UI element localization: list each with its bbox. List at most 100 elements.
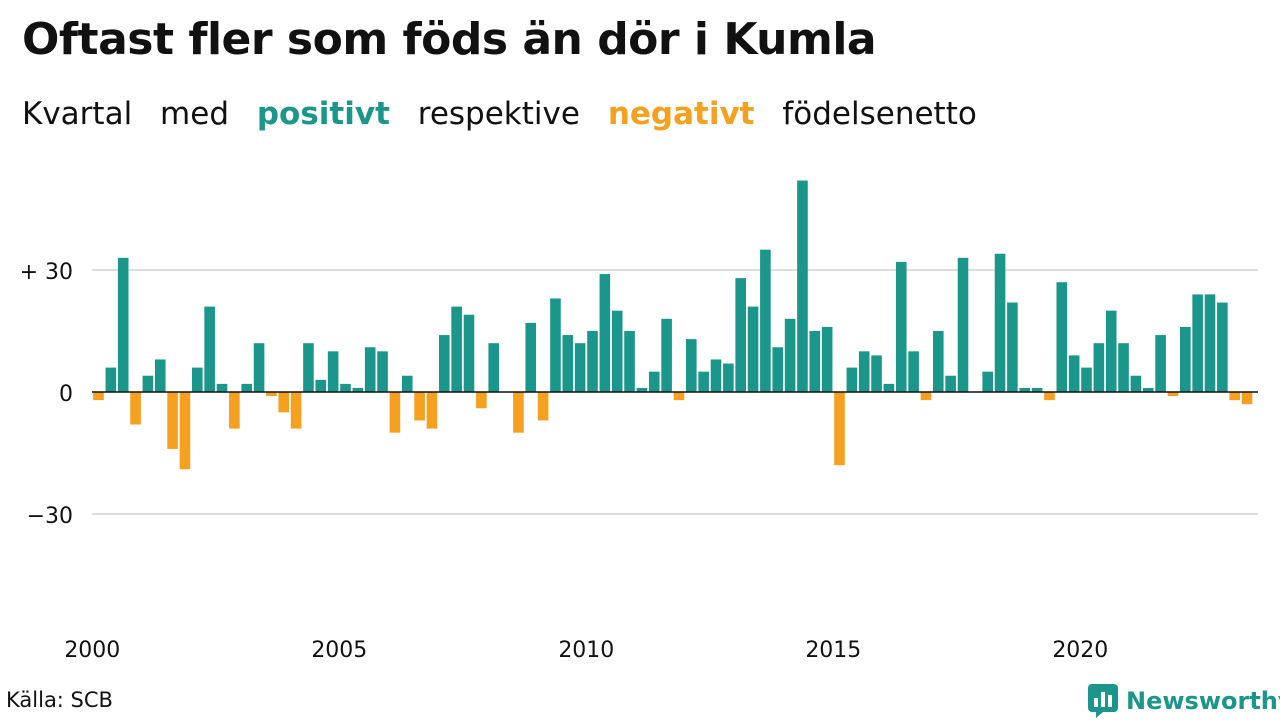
x-tick-label: 2005 <box>311 638 367 663</box>
subtitle-positive-label: positivt <box>256 96 390 132</box>
bar <box>142 375 154 392</box>
bar <box>797 180 808 392</box>
bar <box>229 392 240 429</box>
y-tick-label: −30 <box>27 504 73 529</box>
bar-chart: + 30 0 −30 2000 2005 2010 2015 2020 <box>20 180 1258 663</box>
bar <box>1105 310 1117 392</box>
bar <box>834 392 845 466</box>
bar <box>550 298 561 392</box>
brand-logo: Newsworthy <box>1088 684 1280 718</box>
bar <box>1031 387 1043 392</box>
bar <box>908 351 919 392</box>
bar <box>821 326 833 392</box>
bar <box>760 249 771 392</box>
x-tick-label: 2000 <box>64 638 120 663</box>
bar <box>105 367 117 392</box>
x-tick-label: 2020 <box>1052 638 1108 663</box>
bar <box>673 392 685 401</box>
bar <box>204 306 215 392</box>
bar <box>624 331 635 392</box>
y-tick-label: + 30 <box>20 260 73 285</box>
source-note: Källa: SCB <box>6 688 113 712</box>
bar <box>253 343 265 392</box>
brand-name: Newsworthy <box>1126 687 1280 715</box>
bar <box>1007 302 1018 392</box>
bar <box>1081 367 1092 392</box>
bar <box>1130 375 1142 392</box>
bar <box>1241 392 1253 405</box>
bar <box>525 322 537 392</box>
bar <box>315 379 327 392</box>
bar <box>1093 343 1105 392</box>
bar <box>476 392 487 409</box>
bar <box>352 387 364 392</box>
bar <box>784 318 796 392</box>
subtitle-word-with: med <box>160 96 229 132</box>
bar <box>1229 392 1240 401</box>
bar <box>377 351 388 392</box>
bar <box>192 367 203 392</box>
bar <box>1118 343 1129 392</box>
bar <box>933 331 944 392</box>
bar <box>809 331 821 392</box>
bar <box>698 371 709 392</box>
bar <box>846 367 858 392</box>
bar <box>587 331 598 392</box>
bar <box>957 257 969 392</box>
bar <box>167 392 178 449</box>
subtitle-word-respectively: respektive <box>417 96 580 132</box>
bar <box>710 359 722 392</box>
bar <box>130 392 141 425</box>
bar <box>266 392 277 397</box>
bar <box>1204 294 1216 392</box>
bar <box>340 383 351 392</box>
bar <box>648 371 660 392</box>
bar <box>1217 302 1228 392</box>
bar <box>451 306 462 392</box>
bar <box>920 392 932 401</box>
bar <box>1019 387 1031 392</box>
bar <box>327 351 339 392</box>
bar <box>278 392 290 413</box>
bar <box>179 392 191 470</box>
newsworthy-logo-icon <box>1088 684 1118 718</box>
subtitle-word-quarter: Kvartal <box>22 96 133 132</box>
bar <box>117 257 129 392</box>
bar <box>858 351 870 392</box>
bar <box>364 347 376 392</box>
bar <box>303 343 314 392</box>
bar <box>1068 355 1080 392</box>
subtitle-word-birth-net: födelsenetto <box>782 96 977 132</box>
x-tick-label: 2010 <box>558 638 614 663</box>
bar <box>945 375 956 392</box>
bar <box>1155 335 1166 392</box>
bar <box>636 387 648 392</box>
bar <box>574 343 586 392</box>
bar <box>1142 387 1154 392</box>
bar <box>216 383 228 392</box>
bar <box>290 392 302 429</box>
bar <box>1056 282 1068 392</box>
bar <box>513 392 524 433</box>
bar <box>389 392 401 433</box>
bar <box>401 375 413 392</box>
bar <box>735 278 746 392</box>
bar <box>414 392 425 421</box>
chart-title: Oftast fler som föds än dör i Kumla <box>22 14 877 65</box>
bar <box>537 392 549 421</box>
bar <box>982 371 993 392</box>
bar <box>723 363 734 392</box>
bar <box>747 306 759 392</box>
bar <box>871 355 882 392</box>
bar <box>463 314 475 392</box>
bar <box>686 339 697 392</box>
bar <box>241 383 252 392</box>
bar <box>93 392 104 401</box>
bar <box>1044 392 1055 401</box>
bar <box>599 274 611 392</box>
x-tick-label: 2015 <box>805 638 861 663</box>
bar <box>1167 392 1179 397</box>
bar <box>488 343 499 392</box>
bar <box>1192 294 1203 392</box>
bar <box>154 359 166 392</box>
